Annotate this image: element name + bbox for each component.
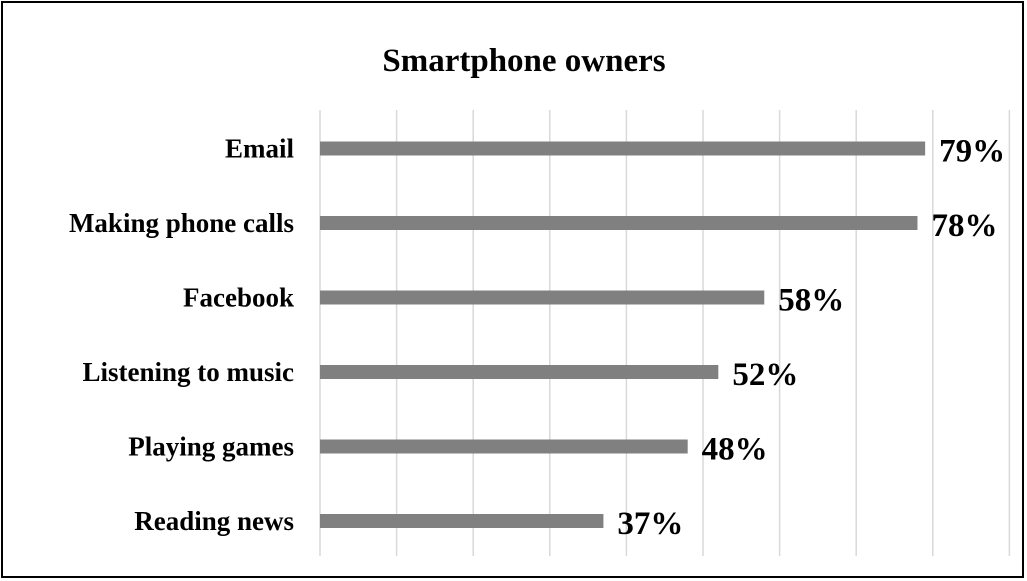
category-label-email: Email [225, 134, 295, 164]
value-label-reading-news: 37% [617, 506, 683, 542]
bar-email [320, 141, 926, 156]
value-label-playing-games: 48% [702, 432, 768, 468]
value-labels: 79% 78% 58% 52% 48% 37% [617, 134, 1005, 543]
bar-playing-games [320, 439, 688, 454]
category-label-reading-news: Reading news [134, 506, 294, 536]
category-label-playing-games: Playing games [128, 432, 294, 462]
chart-title: Smartphone owners [382, 43, 665, 79]
bar-listening-to-music [320, 365, 719, 379]
category-label-making-phone-calls: Making phone calls [69, 208, 294, 238]
value-label-email: 79% [939, 134, 1005, 170]
bars [320, 141, 926, 528]
bar-reading-news [320, 514, 604, 528]
value-label-listening-to-music: 52% [732, 357, 798, 393]
bar-making-phone-calls [320, 216, 918, 230]
category-label-facebook: Facebook [183, 283, 294, 313]
category-labels: Email Making phone calls Facebook Listening… [69, 134, 295, 537]
gridlines [319, 110, 1011, 556]
category-label-listening-to-music: Listening to music [82, 357, 294, 387]
bar-facebook [320, 290, 765, 305]
value-label-making-phone-calls: 78% [931, 208, 997, 244]
value-label-facebook: 58% [778, 283, 844, 319]
